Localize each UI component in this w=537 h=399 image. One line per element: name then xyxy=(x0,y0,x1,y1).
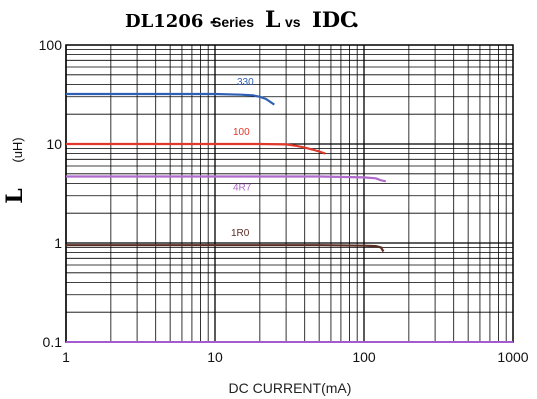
x-tick-label: 1000 xyxy=(497,349,528,365)
plot-series: 330 100 4R7 1R0 xyxy=(66,77,387,253)
x-axis-label: DC CURRENT(mA) xyxy=(229,380,352,396)
title-part-3: L xyxy=(265,7,280,33)
x-tick-label: 100 xyxy=(352,349,376,365)
plot-grid xyxy=(65,44,514,343)
x-tick-label: 1 xyxy=(62,349,70,365)
chart-title: DL1206 - Series L vs IDC . xyxy=(125,7,359,33)
title-part-6: . xyxy=(352,7,359,32)
series-label-100: 100 xyxy=(233,127,250,138)
series-line-4r7 xyxy=(66,175,387,183)
y-tick-label: 1 xyxy=(54,235,62,251)
title-part-5: IDC xyxy=(312,7,357,32)
x-tick-label: 10 xyxy=(207,349,223,365)
series-label-1r0: 1R0 xyxy=(231,228,250,239)
plot-frame xyxy=(65,44,514,343)
y-tick-label: 10 xyxy=(46,136,62,152)
series-line-100 xyxy=(66,142,326,155)
series-line-330 xyxy=(66,92,275,106)
y-axis-symbol: L xyxy=(2,188,28,203)
y-tick-labels: 100 10 1 0.1 xyxy=(39,37,63,350)
y-tick-label: 0.1 xyxy=(43,334,63,350)
title-part-2: Series xyxy=(212,14,254,30)
x-tick-labels: 1 10 100 1000 xyxy=(62,349,529,365)
y-axis-unit: (uH) xyxy=(10,137,25,162)
title-part-4: vs xyxy=(285,14,301,30)
series-label-330: 330 xyxy=(237,77,254,88)
y-tick-label: 100 xyxy=(39,37,63,53)
series-line-1r0 xyxy=(66,244,385,253)
series-label-4r7: 4R7 xyxy=(233,182,252,193)
y-axis-label: L (uH) xyxy=(2,137,28,203)
title-part-1: DL1206 - xyxy=(125,11,217,32)
